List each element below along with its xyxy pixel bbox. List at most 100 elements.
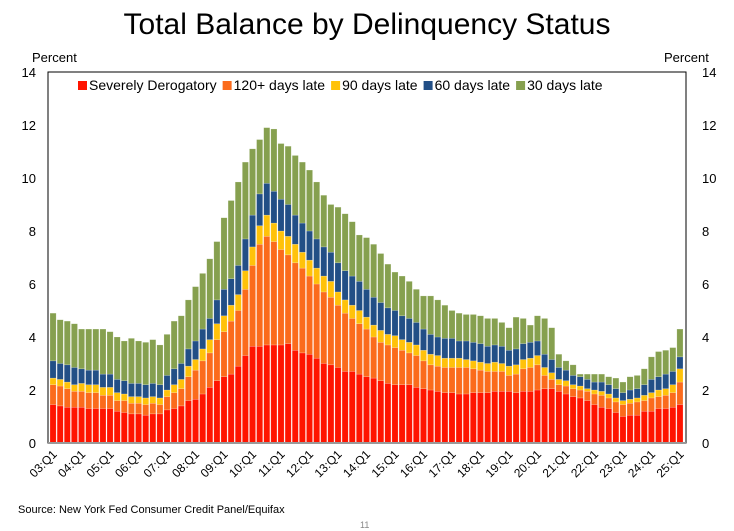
bar-d90 (462, 359, 470, 368)
bar-d30 (49, 312, 57, 362)
bar-d120 (612, 401, 620, 413)
bar-severe (669, 406, 677, 444)
bar-d90 (491, 361, 499, 372)
bar-d120 (377, 342, 385, 381)
y-tick-label-right: 10 (702, 171, 716, 186)
bar-d120 (56, 385, 64, 407)
bar-d60 (626, 389, 634, 400)
bar-severe (676, 404, 684, 444)
bar-severe (519, 391, 527, 444)
bar-severe (234, 365, 242, 444)
bar-d30 (641, 368, 648, 385)
bar-d90 (156, 397, 164, 405)
bar-d120 (348, 318, 356, 372)
bar-d60 (527, 342, 534, 359)
bar-d30 (299, 161, 306, 224)
bar-d120 (470, 368, 477, 393)
bar-d60 (441, 338, 449, 359)
bar-d30 (71, 323, 78, 368)
bar-d120 (234, 310, 242, 367)
bar-d120 (256, 244, 263, 347)
bar-d30 (576, 373, 584, 378)
bar-d60 (242, 238, 249, 271)
bar-d120 (619, 404, 627, 417)
bar-severe (477, 392, 484, 444)
bar-d30 (491, 318, 499, 346)
bar-d60 (541, 353, 548, 368)
bar-d30 (149, 339, 157, 384)
bar-d60 (306, 230, 313, 261)
bar-severe (263, 344, 271, 444)
bar-d90 (534, 355, 541, 366)
bar-d120 (669, 392, 677, 408)
y-tick-label-right: 12 (702, 118, 716, 133)
bar-d120 (462, 367, 470, 395)
bar-severe (327, 364, 335, 444)
bar-d30 (633, 375, 641, 389)
y-tick-label-left: 12 (22, 118, 36, 133)
bar-d30 (206, 258, 214, 319)
legend-label: 30 days late (527, 77, 603, 93)
bar-d60 (598, 381, 605, 392)
bar-d90 (142, 397, 149, 405)
bar-d90 (199, 348, 206, 362)
bar-severe (662, 408, 670, 444)
bar-d90 (356, 310, 363, 324)
bar-d60 (277, 198, 285, 232)
bar-d90 (584, 388, 591, 392)
x-tick-label: 23:Q1 (597, 447, 630, 480)
bar-d90 (391, 335, 399, 348)
bar-d120 (398, 350, 406, 385)
bar-d120 (128, 403, 135, 415)
legend-label: 90 days late (342, 77, 418, 93)
bar-d90 (548, 372, 556, 380)
x-tick-label: 24:Q1 (625, 447, 658, 480)
bar-severe (512, 392, 520, 444)
bar-d90 (598, 391, 605, 396)
bar-d90 (676, 368, 684, 383)
bar-severe (576, 397, 584, 444)
bar-d120 (320, 291, 328, 364)
bar-d90 (177, 379, 185, 389)
x-tick-label: 08:Q1 (169, 447, 202, 480)
bar-d30 (669, 347, 677, 372)
bar-d120 (85, 392, 92, 409)
bar-d90 (626, 399, 634, 404)
bar-d90 (135, 396, 142, 404)
bar-d60 (455, 340, 463, 359)
bar-d120 (662, 395, 670, 409)
bar-d90 (313, 267, 320, 285)
bar-d120 (206, 352, 214, 388)
bar-d60 (185, 348, 192, 367)
bar-d90 (227, 304, 235, 322)
bar-d30 (548, 327, 556, 360)
bar-d90 (128, 396, 135, 404)
bar-d60 (512, 348, 520, 366)
bar-severe (648, 410, 655, 444)
bar-severe (534, 389, 541, 444)
bar-d60 (363, 289, 370, 318)
bar-d60 (156, 384, 164, 399)
bar-d120 (156, 404, 164, 415)
bar-d30 (662, 350, 670, 375)
bar-severe (391, 384, 399, 444)
bar-d30 (519, 318, 527, 344)
bar-d30 (313, 181, 320, 240)
bar-severe (555, 391, 563, 444)
bar-severe (306, 353, 313, 444)
bar-d120 (598, 395, 605, 408)
bar-d90 (370, 324, 377, 338)
bar-d90 (284, 236, 292, 256)
bar-d30 (605, 376, 613, 385)
bar-d60 (662, 373, 670, 389)
bar-d30 (405, 281, 413, 319)
bar-d30 (63, 320, 71, 366)
bar-d30 (120, 340, 128, 381)
bar-d60 (256, 193, 263, 226)
bar-d60 (619, 392, 627, 401)
bar-d90 (569, 384, 577, 389)
bar-d60 (56, 363, 64, 380)
bar-severe (128, 413, 135, 444)
x-tick-label: 04:Q1 (55, 447, 88, 480)
